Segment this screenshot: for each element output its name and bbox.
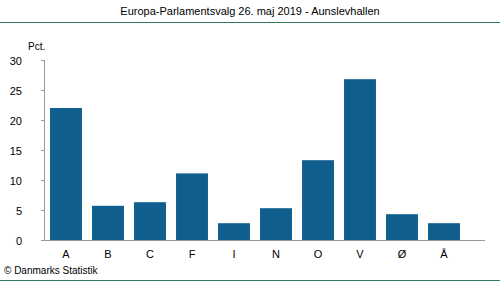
y-tick-label: 5 (16, 205, 22, 217)
source: © Danmarks Statistik (4, 265, 99, 276)
x-tick-label: Ø (398, 248, 407, 260)
x-tick-label: V (356, 248, 364, 260)
x-tick-label: N (272, 248, 280, 260)
y-tick-label: 15 (10, 145, 22, 157)
title: Europa-Parlamentsvalg 26. maj 2019 - Aun… (120, 5, 379, 17)
x-tick-label: B (104, 248, 111, 260)
bar (260, 208, 292, 240)
y-tick-label: 30 (10, 55, 22, 67)
top-rule (0, 22, 500, 23)
bar (302, 160, 334, 240)
y-axis-label: Pct. (28, 41, 45, 52)
bar (176, 173, 208, 240)
y-tick-label: 10 (10, 175, 22, 187)
y-tick-label: 20 (10, 115, 22, 127)
y-tick-label: 25 (10, 85, 22, 97)
x-axis (41, 240, 485, 241)
x-tick-label: Å (440, 248, 448, 260)
y-axis (44, 60, 45, 240)
x-tick-label: F (189, 248, 196, 260)
bar (50, 108, 82, 240)
bar (344, 79, 376, 240)
bar (134, 202, 166, 240)
x-tick-label: A (62, 248, 70, 260)
bars (50, 79, 460, 240)
y-tick-label: 0 (16, 235, 22, 247)
bar (428, 223, 460, 240)
bar (218, 223, 250, 240)
x-tick-label: C (146, 248, 154, 260)
x-tick-label: O (314, 248, 323, 260)
chart-svg: Europa-Parlamentsvalg 26. maj 2019 - Aun… (0, 0, 500, 282)
bar (92, 206, 124, 240)
bottom-rule (0, 280, 500, 281)
chart-container: Europa-Parlamentsvalg 26. maj 2019 - Aun… (0, 0, 500, 282)
bar (386, 214, 418, 240)
x-tick-label: I (232, 248, 235, 260)
